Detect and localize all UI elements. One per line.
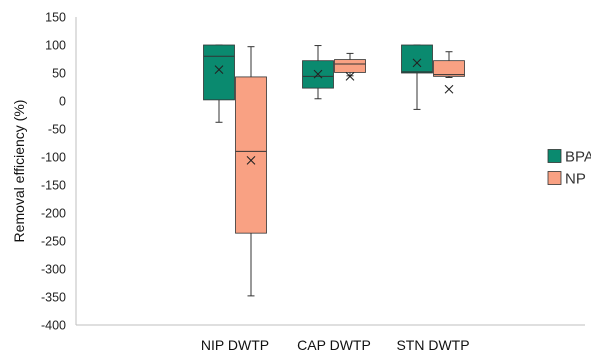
category-label: NIP DWTP: [201, 337, 269, 353]
box-np-2: [433, 51, 465, 94]
y-tick-label: 50: [52, 67, 66, 81]
box-bpa-0: [203, 44, 235, 123]
y-tick-label: 150: [45, 11, 66, 25]
category-labels: NIP DWTP CAP DWTP STN DWTP: [201, 337, 470, 353]
legend-swatch-bpa: [547, 149, 562, 163]
y-tick-label: 0: [59, 95, 66, 109]
legend-swatch-np: [547, 171, 562, 185]
iqr-box: [433, 60, 465, 77]
y-tick-label: -200: [41, 207, 66, 221]
category-label: STN DWTP: [396, 337, 469, 353]
y-axis-title: Removal efficiency (%): [11, 100, 27, 243]
y-tick-label: -400: [41, 319, 66, 333]
mean-marker-stroke: [345, 71, 355, 81]
y-tick-label: -150: [41, 179, 66, 193]
mean-marker-stroke: [214, 65, 224, 75]
mean-marker: [444, 84, 454, 94]
iqr-box: [334, 59, 366, 73]
box-series: [203, 44, 465, 297]
mean-marker: [214, 65, 224, 75]
mean-marker: [313, 69, 323, 79]
box-np-1: [334, 52, 366, 81]
y-tick-label: -300: [41, 263, 66, 277]
iqr-box: [203, 44, 235, 101]
y-tick-label: -50: [48, 123, 66, 137]
mean-marker-stroke: [246, 155, 256, 165]
legend: BPA NP: [547, 149, 591, 188]
mean-marker: [412, 58, 422, 68]
mean-marker-stroke: [313, 69, 323, 79]
y-tick-label: -350: [41, 291, 66, 305]
category-label: CAP DWTP: [297, 337, 371, 353]
box-bpa-1: [302, 45, 334, 100]
y-tick-labels: 150 100 50 0 -50 -100 -150 -200 -250 -300 -350 -400: [41, 11, 66, 333]
y-tick-label: -100: [41, 151, 66, 165]
iqr-box: [235, 76, 267, 234]
iqr-box: [401, 44, 433, 74]
legend-label-np: NP: [565, 171, 586, 188]
mean-marker-stroke: [412, 58, 422, 68]
mean-marker-stroke: [444, 84, 454, 94]
y-tick-label: -250: [41, 235, 66, 249]
y-tick-label: 100: [45, 39, 66, 53]
box-bpa-2: [401, 44, 433, 110]
mean-marker: [246, 155, 256, 165]
box-np-0: [235, 46, 267, 297]
mean-marker: [345, 71, 355, 81]
legend-label-bpa: BPA: [565, 149, 591, 166]
